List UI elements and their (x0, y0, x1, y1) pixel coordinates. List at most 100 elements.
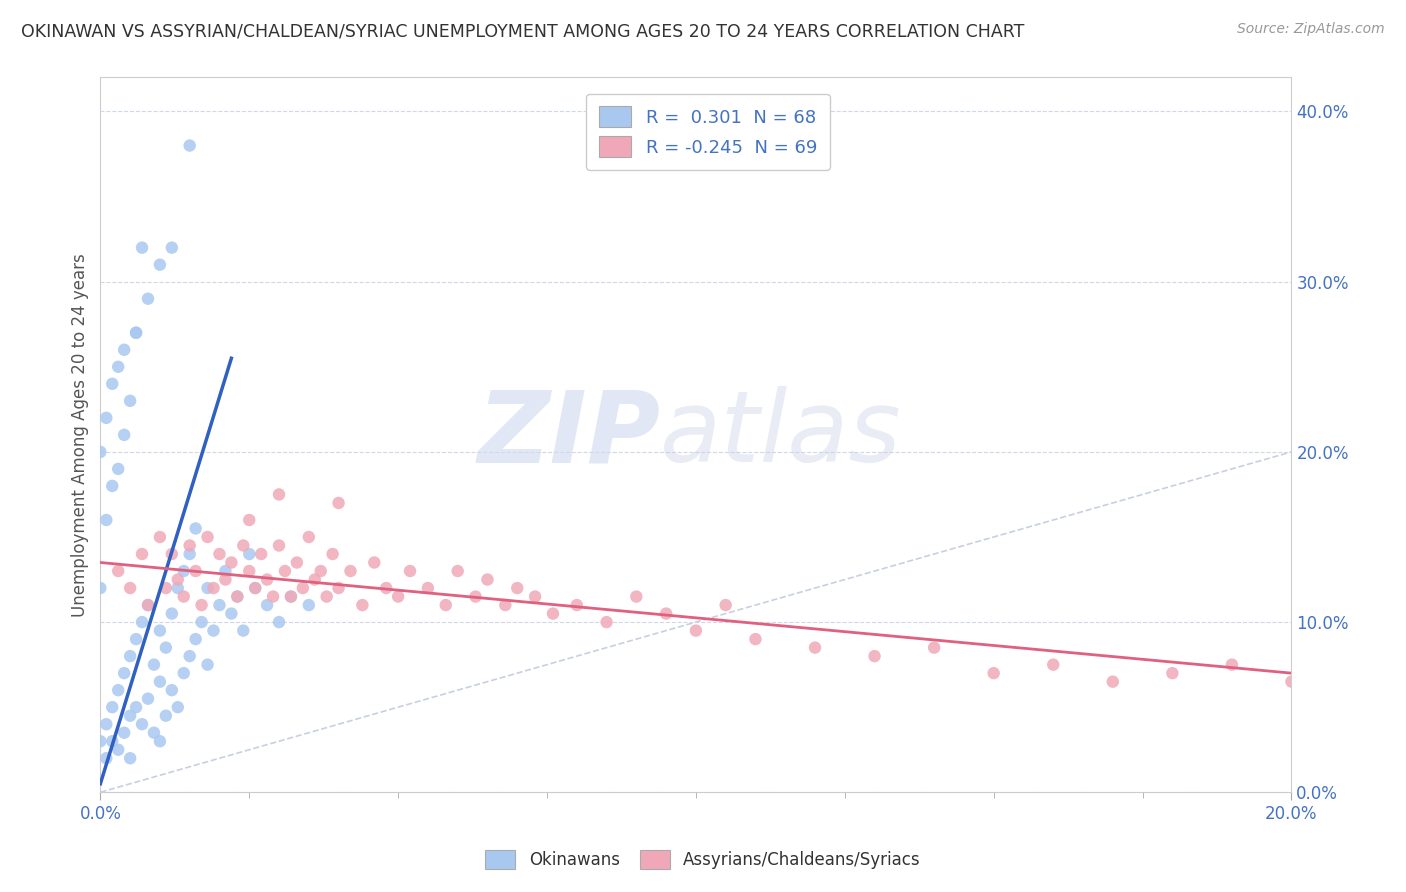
Point (214, 564, 236, 578)
Point (131, 547, 153, 561)
Y-axis label: Unemployment Among Ages 20 to 24 years: Unemployment Among Ages 20 to 24 years (72, 253, 89, 616)
Point (214, 573, 236, 587)
Point (136, 598, 159, 612)
Point (89, 445, 111, 459)
Point (256, 573, 278, 587)
Point (107, 683, 129, 698)
Point (267, 539, 290, 553)
Point (375, 581, 398, 595)
Point (190, 598, 212, 612)
Point (179, 539, 201, 553)
Point (166, 581, 188, 595)
Point (1161, 666, 1184, 681)
Text: Source: ZipAtlas.com: Source: ZipAtlas.com (1237, 22, 1385, 37)
Point (136, 292, 159, 306)
Point (149, 624, 172, 638)
Point (197, 530, 219, 544)
Point (160, 683, 183, 698)
Point (142, 657, 165, 672)
Point (96, 717, 118, 731)
Point (524, 590, 547, 604)
Legend: Okinawans, Assyrians/Chaldeans/Syriacs: Okinawans, Assyrians/Chaldeans/Syriacs (475, 840, 931, 880)
Point (863, 649, 886, 664)
Point (1281, 674, 1303, 689)
Point (322, 547, 344, 561)
Point (101, 479, 124, 493)
Point (89, 581, 111, 595)
Point (125, 700, 148, 714)
Point (298, 598, 321, 612)
Point (245, 581, 267, 595)
Point (714, 598, 737, 612)
Point (202, 624, 225, 638)
Point (149, 258, 172, 272)
Point (197, 581, 219, 595)
Point (267, 487, 290, 501)
Point (315, 590, 337, 604)
Point (245, 581, 267, 595)
Point (506, 581, 529, 595)
Point (363, 556, 385, 570)
Point (202, 581, 225, 595)
Point (120, 708, 142, 723)
Point (131, 241, 153, 255)
Text: OKINAWAN VS ASSYRIAN/CHALDEAN/SYRIAC UNEMPLOYMENT AMONG AGES 20 TO 24 YEARS CORR: OKINAWAN VS ASSYRIAN/CHALDEAN/SYRIAC UNE… (21, 22, 1025, 40)
Point (541, 607, 564, 621)
Point (447, 564, 470, 578)
Point (626, 590, 648, 604)
Point (125, 326, 148, 340)
Point (494, 598, 516, 612)
Point (125, 326, 148, 340)
Point (107, 462, 129, 476)
Point (416, 581, 439, 595)
Point (107, 743, 129, 757)
Point (339, 564, 361, 578)
Point (120, 751, 142, 765)
Point (221, 607, 243, 621)
Point (226, 590, 249, 604)
Point (173, 590, 195, 604)
Point (464, 590, 486, 604)
Point (434, 598, 457, 612)
Point (89, 734, 111, 748)
Point (120, 649, 142, 664)
Point (304, 573, 326, 587)
Point (387, 590, 409, 604)
Point (197, 657, 219, 672)
Point (155, 640, 177, 655)
Point (184, 632, 207, 646)
Point (136, 691, 159, 706)
Point (267, 615, 290, 629)
Point (107, 564, 129, 578)
Point (101, 376, 124, 391)
Point (166, 573, 188, 587)
Point (120, 393, 142, 408)
Text: atlas: atlas (661, 386, 901, 483)
Point (166, 700, 188, 714)
Point (298, 530, 321, 544)
Text: ZIP: ZIP (477, 386, 661, 483)
Point (285, 556, 308, 570)
Point (1220, 657, 1243, 672)
Point (328, 496, 350, 510)
Point (238, 513, 260, 527)
Point (112, 666, 135, 681)
Point (190, 615, 212, 629)
Point (96, 410, 118, 425)
Point (173, 564, 195, 578)
Point (131, 717, 153, 731)
Point (1042, 657, 1064, 672)
Point (149, 734, 172, 748)
Point (226, 590, 249, 604)
Point (983, 666, 1005, 681)
Point (250, 547, 273, 561)
Point (208, 547, 231, 561)
Point (136, 598, 159, 612)
Point (744, 632, 766, 646)
Point (149, 530, 172, 544)
Point (184, 564, 207, 578)
Point (208, 598, 231, 612)
Point (160, 241, 183, 255)
Point (280, 590, 302, 604)
Point (221, 556, 243, 570)
